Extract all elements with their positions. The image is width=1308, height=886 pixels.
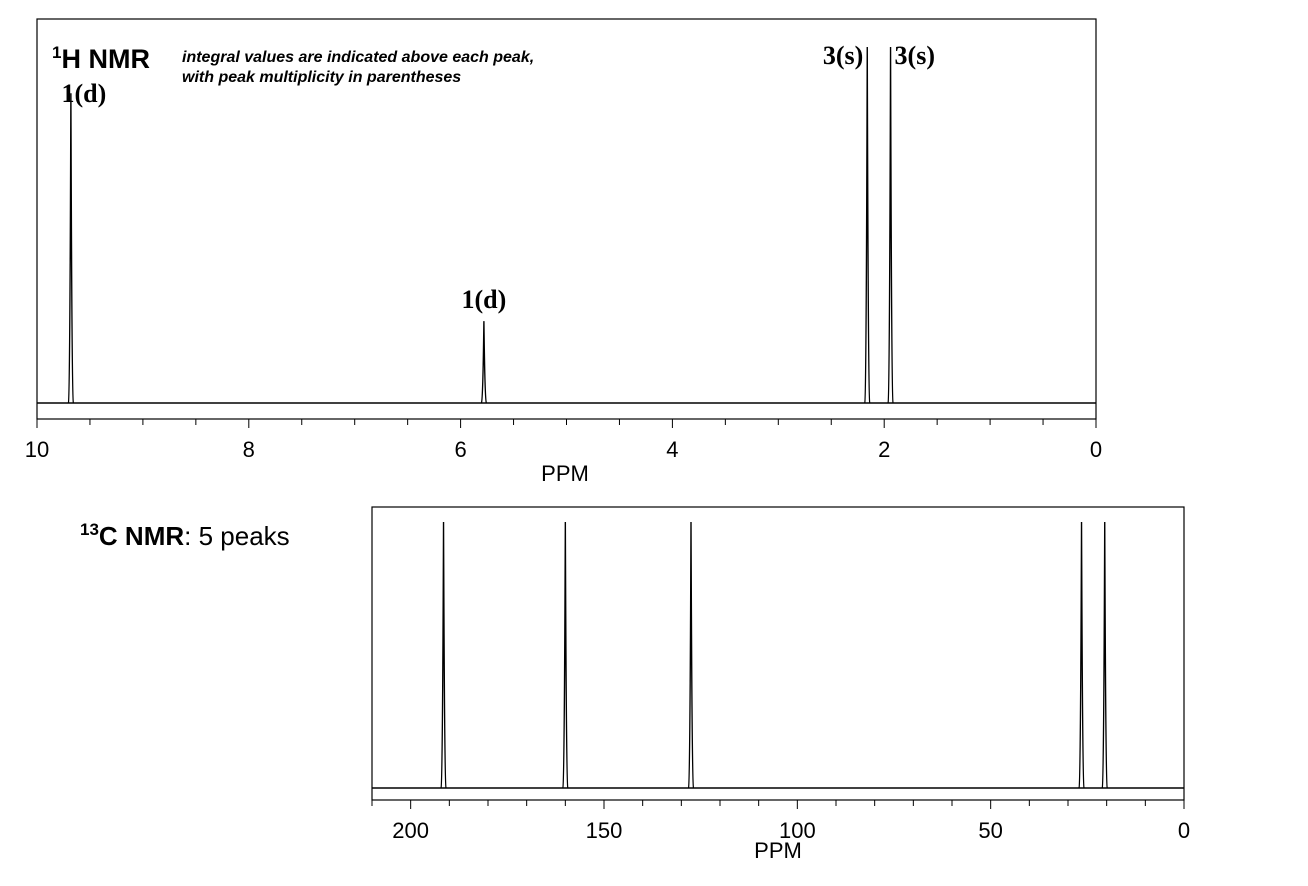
h-nmr-peak-4: [887, 46, 894, 404]
c-nmr-x-axis-label: PPM: [754, 838, 802, 863]
c-nmr-peak-4: [1078, 521, 1085, 789]
c-nmr-peaks: [440, 521, 1108, 789]
h-nmr-x-tick-labels: 10 8 6 4 2 0: [25, 437, 1102, 462]
h-nmr-title-superscript: 1: [52, 43, 61, 62]
c-nmr-title-text: C NMR: [99, 521, 184, 551]
c-nmr-panel: 200 150 100 50 0 PPM 13C NMR: 5 peaks: [80, 506, 1190, 863]
c-nmr-tick-label-5: 0: [1178, 818, 1190, 843]
h-nmr-panel: 1(d) 1(d) 3(s) 3(s) 10 8 6 4 2 0 PPM 1H NMR inte…: [25, 18, 1102, 486]
h-nmr-x-ticks: [36, 418, 1097, 428]
h-nmr-tick-label-3: 6: [454, 437, 466, 462]
h-nmr-note-line-2: with peak multiplicity in parentheses: [182, 69, 461, 86]
h-nmr-peak-1: [67, 93, 75, 404]
h-nmr-tick-label-6: 0: [1090, 437, 1102, 462]
h-nmr-peak-3: [864, 46, 871, 404]
c-nmr-peak-1: [440, 521, 447, 789]
h-nmr-tick-label-1: 10: [25, 437, 49, 462]
h-nmr-peak-label-2: 1(d): [462, 285, 507, 314]
c-nmr-tick-label-4: 50: [978, 818, 1002, 843]
h-nmr-tick-label-2: 8: [243, 437, 255, 462]
h-nmr-tick-label-5: 2: [878, 437, 890, 462]
c-nmr-title-suffix: : 5 peaks: [184, 521, 290, 551]
c-nmr-peak-2: [562, 521, 569, 789]
h-nmr-peak-label-3: 3(s): [823, 41, 863, 70]
h-nmr-x-axis-label: PPM: [541, 461, 589, 486]
c-nmr-tick-label-1: 200: [392, 818, 429, 843]
h-nmr-title-text: H NMR: [61, 44, 150, 74]
h-nmr-peaks: [67, 46, 894, 404]
c-nmr-tick-label-2: 150: [586, 818, 623, 843]
c-nmr-x-tick-labels: 200 150 100 50 0: [392, 818, 1190, 843]
c-nmr-peak-3: [687, 521, 695, 789]
c-nmr-peak-5: [1101, 521, 1108, 789]
h-nmr-peak-2: [480, 321, 488, 404]
c-nmr-tick-label-3: 100: [779, 818, 816, 843]
h-nmr-peak-label-1: 1(d): [61, 79, 106, 108]
c-nmr-title: 13C NMR: 5 peaks: [80, 520, 290, 551]
h-nmr-peak-labels: 1(d) 1(d) 3(s) 3(s): [61, 41, 934, 314]
h-nmr-tick-label-4: 4: [666, 437, 678, 462]
h-nmr-title: 1H NMR: [52, 43, 150, 74]
c-nmr-title-superscript: 13: [80, 520, 99, 539]
c-nmr-plot-frame: [371, 506, 1185, 801]
c-nmr-x-ticks: [371, 799, 1185, 809]
h-nmr-note-line-1: integral values are indicated above each…: [182, 49, 534, 66]
h-nmr-peak-label-4: 3(s): [895, 41, 935, 70]
